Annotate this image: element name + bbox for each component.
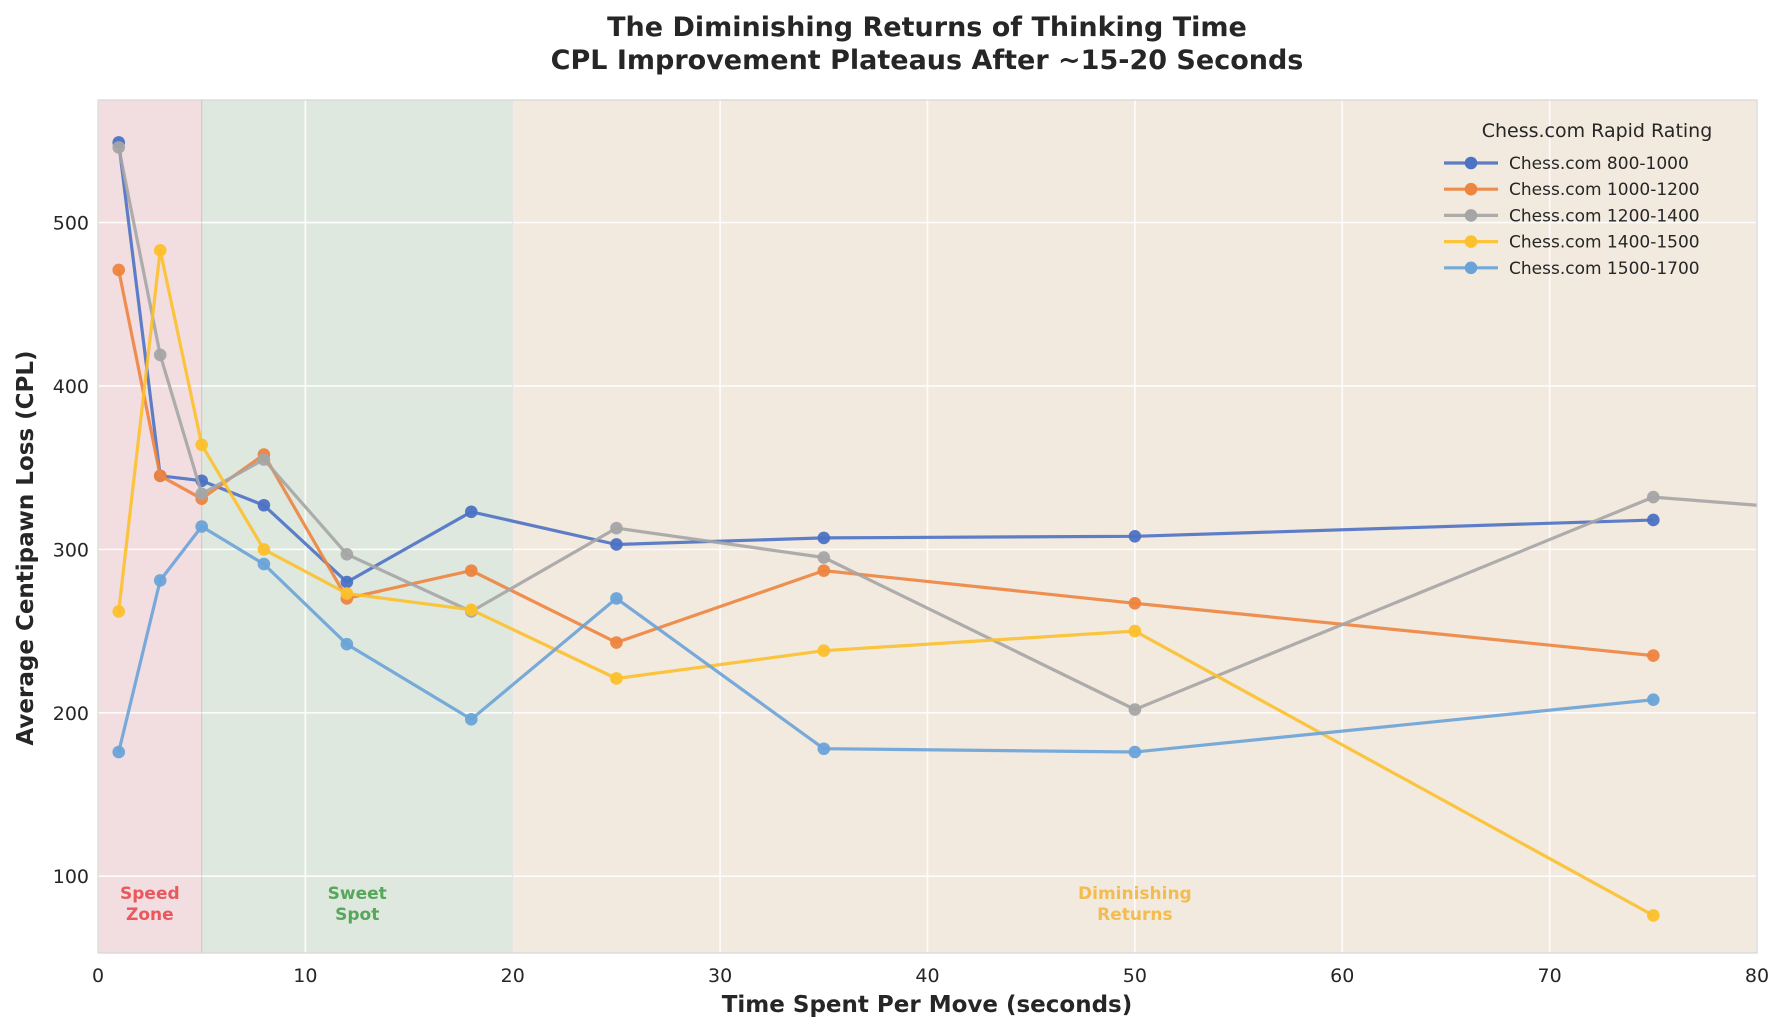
x-tick-label: 40 [915,965,939,987]
legend-marker [1464,261,1478,275]
zone-band-1 [98,100,202,953]
legend-entry-label: Chess.com 800-1000 [1509,154,1689,174]
data-point [464,564,478,577]
data-point [195,487,208,501]
data-point [1128,703,1142,716]
y-tick-label: 300 [53,539,89,561]
zone-label-line2: Spot [335,905,379,925]
series-line-4 [117,248,1655,917]
y-axis-label: Average Centipawn Loss (CPL) [13,350,39,745]
data-point [1647,513,1660,527]
data-point [610,636,623,649]
data-point [195,520,208,533]
x-tick-label: 20 [501,965,525,987]
chart-title-line1: The Diminishing Returns of Thinking Time [607,12,1247,43]
y-tick-label: 500 [53,213,89,235]
zone-label-line1: Diminishing [1078,884,1192,904]
x-axis-label: Time Spent Per Move (seconds) [722,992,1133,1018]
data-point [817,531,831,545]
data-point [610,521,623,535]
data-point [195,438,208,452]
y-tick-label: 200 [53,703,89,725]
y-tick-label: 100 [53,866,89,888]
data-point [112,745,126,759]
data-point [1128,745,1142,759]
data-point [464,603,478,617]
data-point [610,592,623,605]
data-point [257,557,271,571]
data-point [257,453,271,466]
zone-label-line1: Speed [120,884,180,904]
legend-marker [1464,182,1478,196]
data-point [1647,909,1660,922]
data-point [340,587,354,600]
zone-label-line1: Sweet [328,884,387,904]
data-point [153,348,167,362]
data-point [112,263,126,277]
data-point [340,637,354,651]
plot-frame [97,99,1758,954]
x-tick-label: 50 [1123,965,1147,987]
x-tick-label: 0 [92,965,104,987]
data-point [153,244,167,257]
x-tick-label: 80 [1745,965,1769,987]
series-line-5 [117,524,1654,754]
data-point [817,551,831,564]
data-point [1647,693,1660,707]
data-point [1647,649,1660,662]
data-point [153,469,167,483]
data-point [257,543,271,556]
legend-marker [1464,235,1478,248]
data-point [1128,530,1142,543]
zone-label-line2: Zone [126,905,174,925]
series-line-1 [117,142,1654,584]
data-point [464,505,478,519]
legend-marker [1464,156,1478,170]
zone-label-line2: Returns [1097,905,1172,925]
legend-marker [1464,209,1478,222]
legend-entry-label: Chess.com 1400-1500 [1509,233,1700,253]
data-point [153,574,167,587]
data-point [817,742,831,756]
data-point [112,605,126,618]
zone-band-2 [201,100,513,953]
legend: Chess.com Rapid Rating Chess.com 800-1000… [1444,120,1712,279]
data-point [464,713,478,726]
x-tick-label: 70 [1538,965,1562,987]
data-point [340,547,354,561]
data-point [1647,490,1660,504]
data-point [1128,597,1142,610]
data-point [1128,624,1142,638]
x-tick-label: 10 [293,965,317,987]
data-point [817,644,831,657]
x-tick-label: 30 [708,965,732,987]
legend-entry-label: Chess.com 1500-1700 [1509,259,1700,279]
x-tick-label: 60 [1330,965,1354,987]
data-point [817,564,831,577]
chart-title-line2: CPL Improvement Plateaus After ~15-20 Se… [551,45,1304,76]
data-point [112,141,126,154]
legend-entry-label: Chess.com 1000-1200 [1509,180,1700,200]
legend-title: Chess.com Rapid Rating [1482,120,1713,142]
legend-entry-label: Chess.com 1200-1400 [1509,206,1700,226]
series-group [112,136,1757,922]
data-point [610,538,623,551]
data-point [610,672,623,685]
data-point [257,498,271,512]
y-tick-label: 400 [53,376,89,398]
data-point [340,575,354,589]
